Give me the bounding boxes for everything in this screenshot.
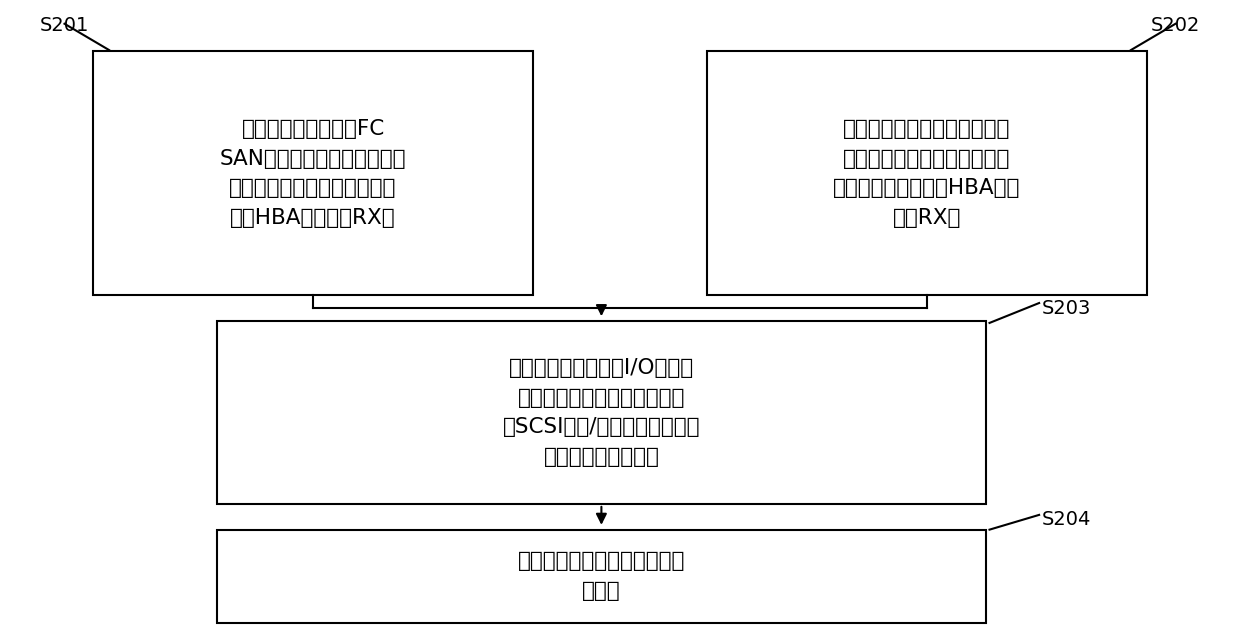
- Text: 利用预先部署在所述FC
SAN中的分光器实时将所述光
纤链路传输的传输数据传递至
所述HBA卡的监控RX口: 利用预先部署在所述FC SAN中的分光器实时将所述光 纤链路传输的传输数据传递至…: [219, 119, 407, 228]
- Text: 将所述统计分析结果实时写入
数据库: 将所述统计分析结果实时写入 数据库: [518, 551, 684, 601]
- Text: 利用光纤交换机的端口镜像模
块实时将所述光纤链路传输的
传输数据传递至所述HBA卡的
监控RX口: 利用光纤交换机的端口镜像模 块实时将所述光纤链路传输的 传输数据传递至所述HBA…: [833, 119, 1021, 228]
- Text: S201: S201: [40, 16, 89, 35]
- Bar: [217, 321, 986, 504]
- Bar: [707, 51, 1147, 295]
- Bar: [217, 530, 986, 623]
- Text: S204: S204: [1042, 510, 1091, 530]
- Text: S203: S203: [1042, 299, 1091, 318]
- Text: S202: S202: [1151, 16, 1200, 35]
- Text: 利用所述内置芯片的I/O数据分
析程序对所述传输数据中的上
层SCSI层读/写参数统计与分析
，得到统计分析结果: 利用所述内置芯片的I/O数据分 析程序对所述传输数据中的上 层SCSI层读/写参…: [502, 358, 701, 467]
- Bar: [93, 51, 533, 295]
